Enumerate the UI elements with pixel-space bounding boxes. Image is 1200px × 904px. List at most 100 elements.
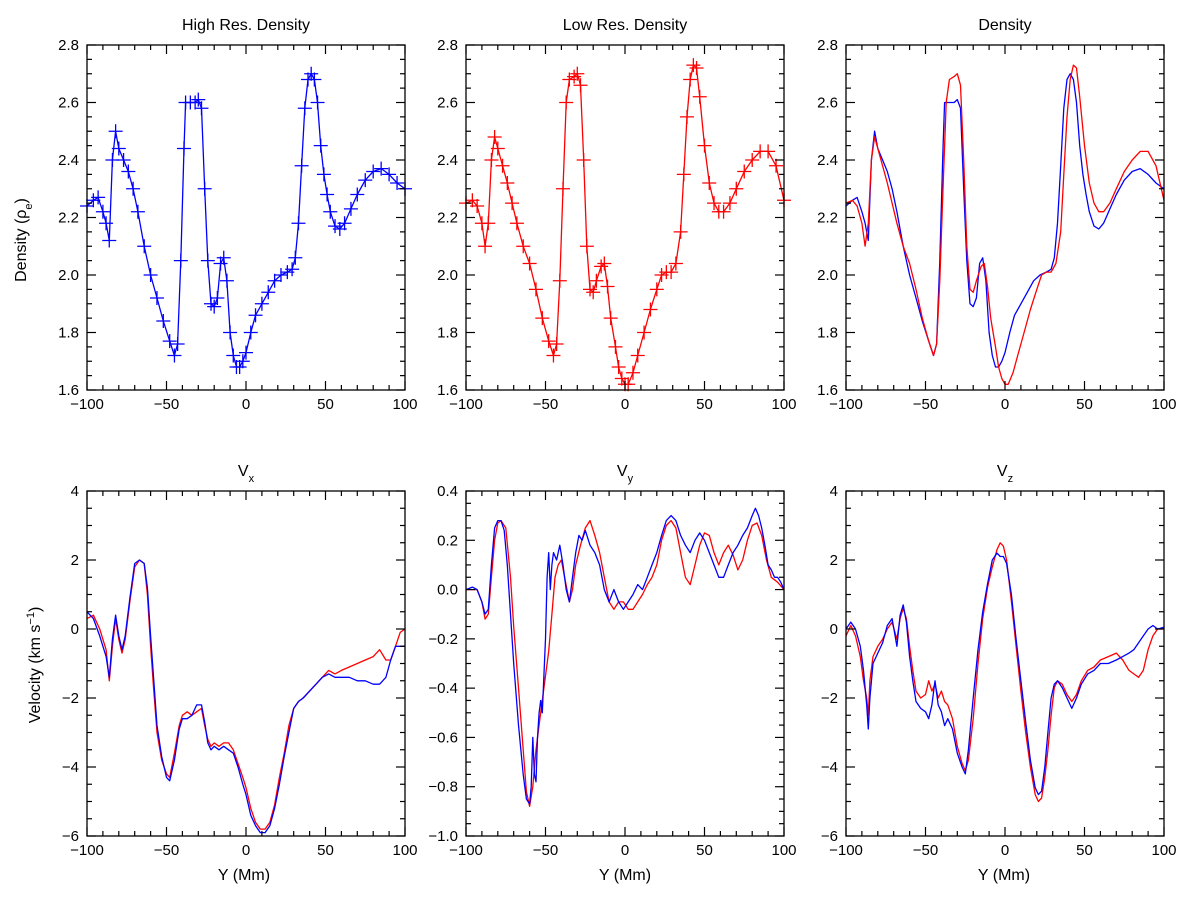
data-point-marker	[350, 187, 365, 202]
y-tick-label: 2.4	[58, 152, 79, 169]
data-point-marker	[111, 141, 126, 156]
y-tick-label: −4	[62, 759, 79, 776]
x-tick-label: 0	[242, 396, 250, 413]
data-point-marker	[267, 273, 282, 288]
data-point-marker	[294, 158, 309, 173]
y-tick-label: 2.0	[58, 267, 79, 284]
data-point-marker	[210, 291, 225, 305]
y-tick-label: 1.8	[58, 325, 79, 342]
data-point-marker	[254, 296, 269, 311]
density-y-axis-label: Density (ρe)	[13, 198, 35, 282]
y-tick-label: −4	[821, 759, 838, 776]
x-tick-label: −50	[533, 396, 558, 413]
data-point-marker	[516, 239, 531, 254]
data-point-marker	[686, 58, 701, 73]
data-point-marker	[490, 141, 505, 156]
data-point-marker	[116, 153, 131, 167]
x-tick-label: 50	[1076, 842, 1093, 859]
x-tick-label: 0	[1001, 842, 1009, 859]
chart-panel-5: Vy −100 −50 0 50 100 −1.0 −0.8 −0.6 −0.4 −0.2 0.0 0.…	[428, 463, 796, 859]
data-point-marker	[600, 279, 615, 294]
data-point-marker	[207, 299, 222, 314]
y-tick-label: 0	[830, 621, 838, 638]
y-tick-label: 1.8	[817, 325, 838, 342]
chart-panel-3: Density −100 −50 0 50 100 1.6 1.8 2.0 2.2 2.4 2.6 2.…	[817, 17, 1176, 413]
data-point-marker	[121, 164, 136, 179]
x-tick-label: −100	[449, 396, 483, 413]
data-point-marker	[358, 173, 373, 188]
x-tick-label: 0	[242, 842, 250, 859]
data-point-marker	[99, 216, 114, 231]
panel-title: Vy	[617, 463, 634, 485]
data-point-marker	[484, 153, 499, 167]
data-point-marker	[594, 259, 609, 274]
series-line-1	[846, 73, 1164, 368]
data-point-marker	[625, 365, 640, 380]
x-axis-label-center: Y (Mm)	[599, 867, 651, 884]
y-tick-label: −2	[821, 690, 838, 707]
data-point-marker	[95, 204, 110, 219]
data-point-marker	[603, 311, 618, 326]
x-tick-label: −100	[70, 396, 104, 413]
data-point-marker	[683, 72, 698, 87]
data-point-marker	[555, 181, 570, 196]
data-point-marker	[337, 216, 352, 231]
plot-frame	[845, 44, 1165, 391]
data-point-marker	[239, 345, 253, 360]
data-point-marker	[297, 101, 312, 116]
chart-panel-4: Vx −100 −50 0 50 100 −6 −4 −2 0 2 4	[62, 463, 418, 859]
y-tick-label: 0.0	[437, 582, 458, 599]
x-tick-label: 0	[621, 842, 629, 859]
data-point-marker	[313, 138, 328, 153]
data-point-marker	[390, 176, 405, 190]
data-point-marker	[576, 153, 591, 167]
data-point-marker	[546, 348, 561, 363]
data-point-marker	[722, 196, 737, 211]
plot-frame	[845, 490, 1165, 837]
x-tick-label: −50	[913, 842, 938, 859]
data-point-marker	[310, 95, 325, 110]
data-point-marker	[597, 256, 612, 271]
x-tick-label: 100	[771, 842, 796, 859]
x-tick-label: 50	[696, 842, 713, 859]
series-markers	[459, 58, 791, 392]
y-tick-label: 2.4	[437, 152, 458, 169]
data-point-marker	[611, 360, 626, 374]
data-point-marker	[197, 181, 212, 196]
data-point-marker	[191, 92, 206, 107]
y-tick-label: 2.6	[58, 95, 79, 112]
data-point-marker	[637, 325, 652, 340]
data-point-marker	[162, 334, 177, 349]
plot-frame	[465, 44, 785, 391]
data-point-marker	[583, 282, 598, 297]
data-point-marker	[664, 265, 679, 280]
data-point-marker	[143, 268, 158, 282]
data-point-marker	[285, 262, 300, 277]
panel-title: Low Res. Density	[563, 17, 688, 34]
x-tick-label: 100	[771, 396, 796, 413]
data-point-marker	[697, 138, 712, 153]
data-point-marker	[288, 250, 303, 265]
series-line-1	[846, 542, 1164, 803]
data-point-marker	[149, 291, 164, 305]
data-point-marker	[232, 360, 247, 374]
y-tick-label: 4	[71, 483, 79, 500]
data-point-marker	[156, 314, 171, 328]
data-point-marker	[573, 78, 588, 93]
x-tick-label: −50	[154, 396, 179, 413]
x-tick-label: −50	[533, 842, 558, 859]
data-point-marker	[668, 256, 683, 271]
x-tick-label: 50	[317, 396, 334, 413]
data-point-marker	[559, 95, 574, 110]
data-point-marker	[614, 371, 629, 386]
data-point-marker	[291, 216, 306, 231]
x-tick-label: 100	[1151, 842, 1176, 859]
panel-title: Vx	[238, 463, 255, 485]
y-tick-label: 1.6	[437, 382, 458, 399]
series-line-1	[466, 519, 784, 808]
y-tick-label: −2	[62, 690, 79, 707]
series-markers	[80, 66, 412, 374]
data-point-marker	[91, 190, 106, 205]
data-point-marker	[243, 325, 258, 340]
